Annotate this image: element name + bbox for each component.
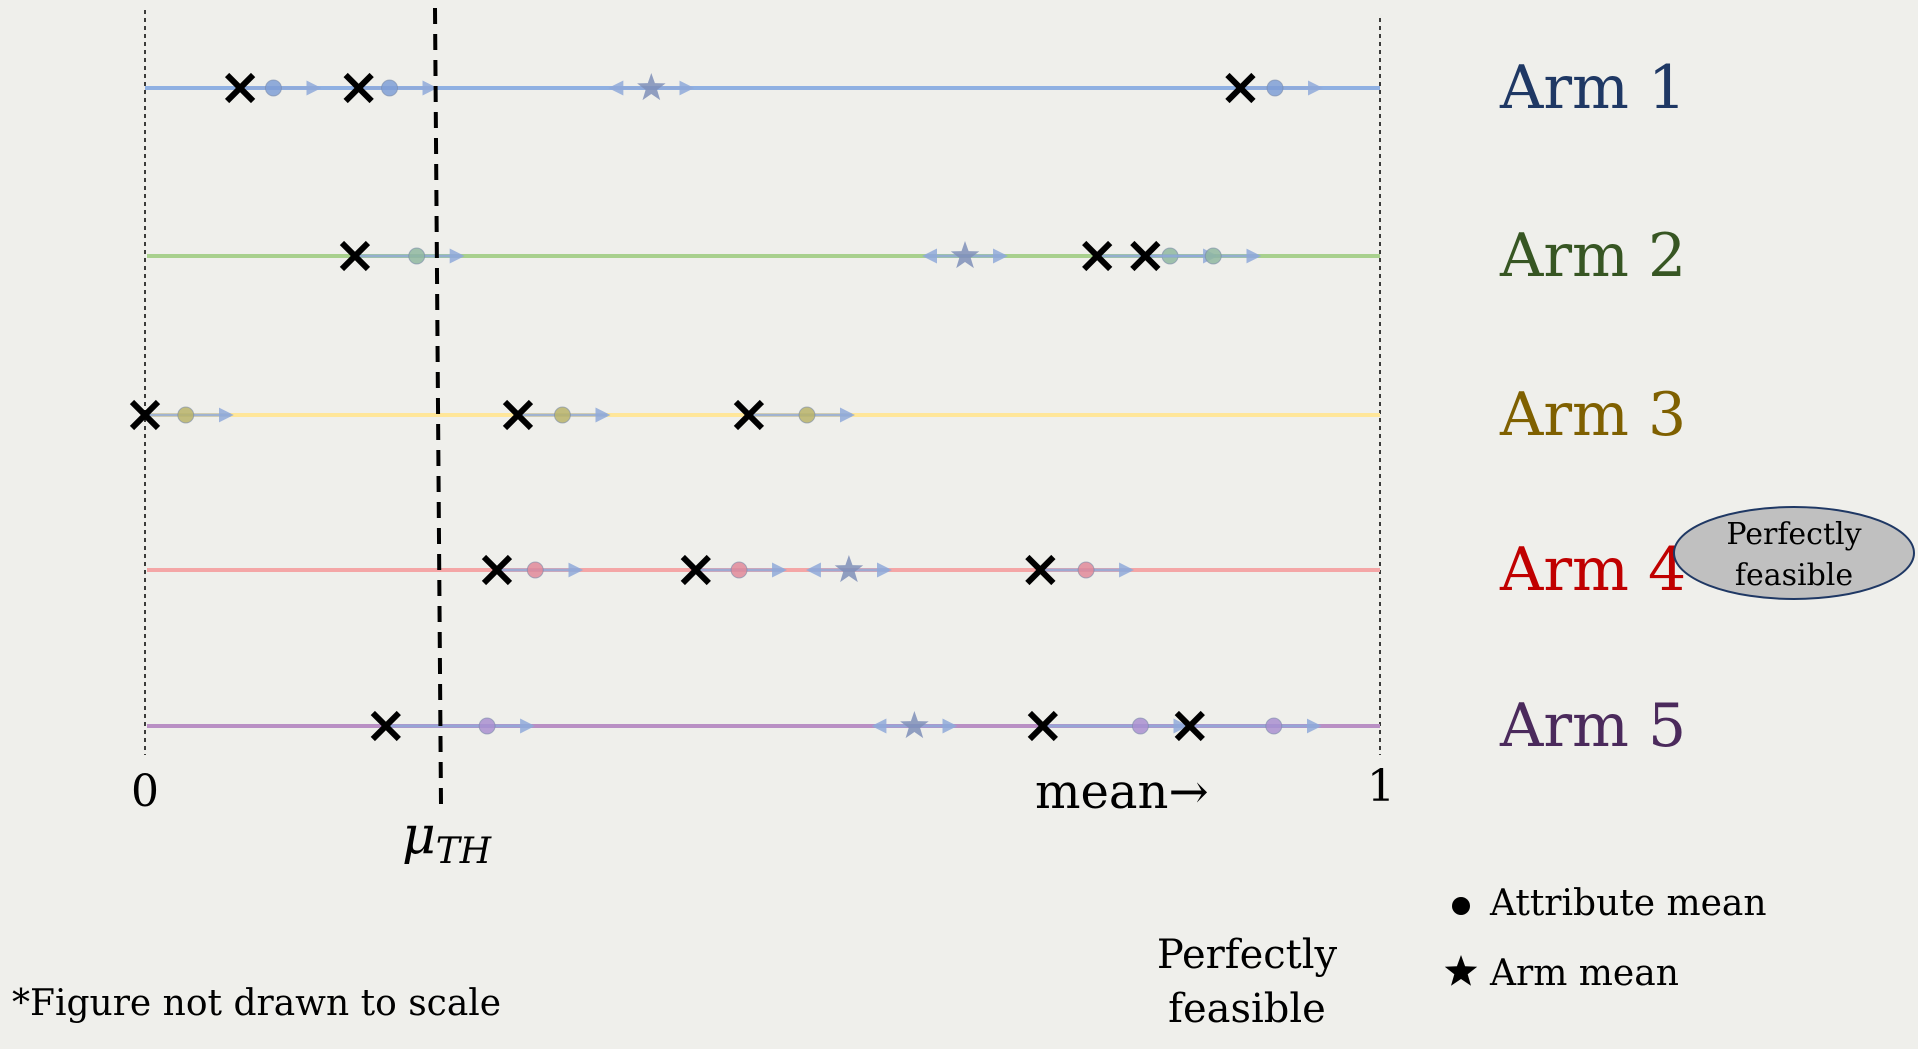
threshold-line: [433, 7, 443, 806]
arm-row-3: Arm 3: [129, 380, 1686, 450]
arm-2-label: Arm 2: [1499, 221, 1686, 291]
footnote: *Figure not drawn to scale: [12, 983, 501, 1024]
badge-line1: Perfectly: [1726, 517, 1861, 552]
arm-mean-star-icon: [950, 241, 980, 269]
attribute-mean-dot: [1077, 561, 1095, 579]
attribute-estimate-cross-icon: [1174, 710, 1205, 742]
attribute-mean-dot: [1265, 717, 1283, 735]
attribute-estimate-cross-icon: [1027, 710, 1058, 742]
attribute-mean-dot: [381, 79, 399, 97]
attribute-estimate-cross-icon: [1130, 240, 1161, 272]
legend-dot-icon: [1452, 897, 1470, 915]
threshold-subscript: TH: [436, 831, 492, 872]
arm-mean-star-icon: [900, 711, 929, 739]
perfectly-feasible-caption-line2: feasible: [1168, 986, 1326, 1032]
attribute-mean-dot: [1131, 717, 1149, 735]
arm-1-label: Arm 1: [1499, 53, 1686, 123]
attribute-mean-dot: [177, 406, 195, 424]
axis-one-label: 1: [1367, 761, 1395, 812]
mean-direction-label: mean→: [1035, 764, 1209, 820]
attribute-estimate-cross-icon: [1225, 72, 1256, 104]
threshold-label: μTH: [402, 806, 492, 872]
attribute-estimate-cross-icon: [339, 240, 371, 272]
perfectly-feasible-badge: Perfectly feasible: [1673, 506, 1915, 600]
attribute-mean-dot: [1204, 247, 1222, 265]
attribute-mean-dot: [1266, 79, 1284, 97]
arm-4-label: Arm 4: [1499, 535, 1686, 605]
attribute-estimate-cross-icon: [224, 72, 256, 104]
arm-mean-star-icon: [637, 73, 666, 101]
arm-5-label: Arm 5: [1499, 691, 1686, 761]
attribute-mean-dot: [798, 406, 816, 424]
attribute-estimate-cross-icon: [733, 399, 765, 431]
legend-attribute-mean: Attribute mean: [1489, 883, 1767, 924]
attribute-mean-dot: [730, 561, 748, 579]
arm-row-5: Arm 5: [147, 691, 1686, 761]
arm-mean-star-icon: [834, 555, 864, 583]
attribute-mean-dot: [478, 717, 496, 735]
arm-row-1: Arm 1: [145, 53, 1686, 123]
attribute-mean-dot: [264, 79, 282, 97]
legend-arm-mean: Arm mean: [1489, 953, 1679, 994]
attribute-estimate-cross-icon: [370, 710, 401, 742]
arm-row-2: Arm 2: [147, 221, 1686, 291]
arm-row-4: Arm 4: [147, 535, 1686, 605]
axis-zero-label: 0: [131, 766, 159, 817]
badge-line2: feasible: [1735, 558, 1853, 593]
perfectly-feasible-caption-line1: Perfectly: [1157, 932, 1338, 978]
attribute-estimate-cross-icon: [1025, 554, 1056, 586]
legend-star-icon: [1444, 955, 1478, 986]
attribute-estimate-cross-icon: [680, 554, 711, 586]
attribute-mean-dot: [408, 247, 426, 265]
attribute-estimate-cross-icon: [343, 72, 374, 104]
legend: Attribute mean Arm mean: [1444, 883, 1767, 994]
attribute-estimate-cross-icon: [129, 399, 161, 431]
attribute-estimate-cross-icon: [1082, 240, 1113, 272]
attribute-mean-dot: [526, 561, 544, 579]
arm-3-label: Arm 3: [1499, 380, 1686, 450]
attribute-mean-dot: [553, 406, 571, 424]
attribute-estimate-cross-icon: [502, 399, 534, 431]
attribute-estimate-cross-icon: [481, 554, 513, 586]
